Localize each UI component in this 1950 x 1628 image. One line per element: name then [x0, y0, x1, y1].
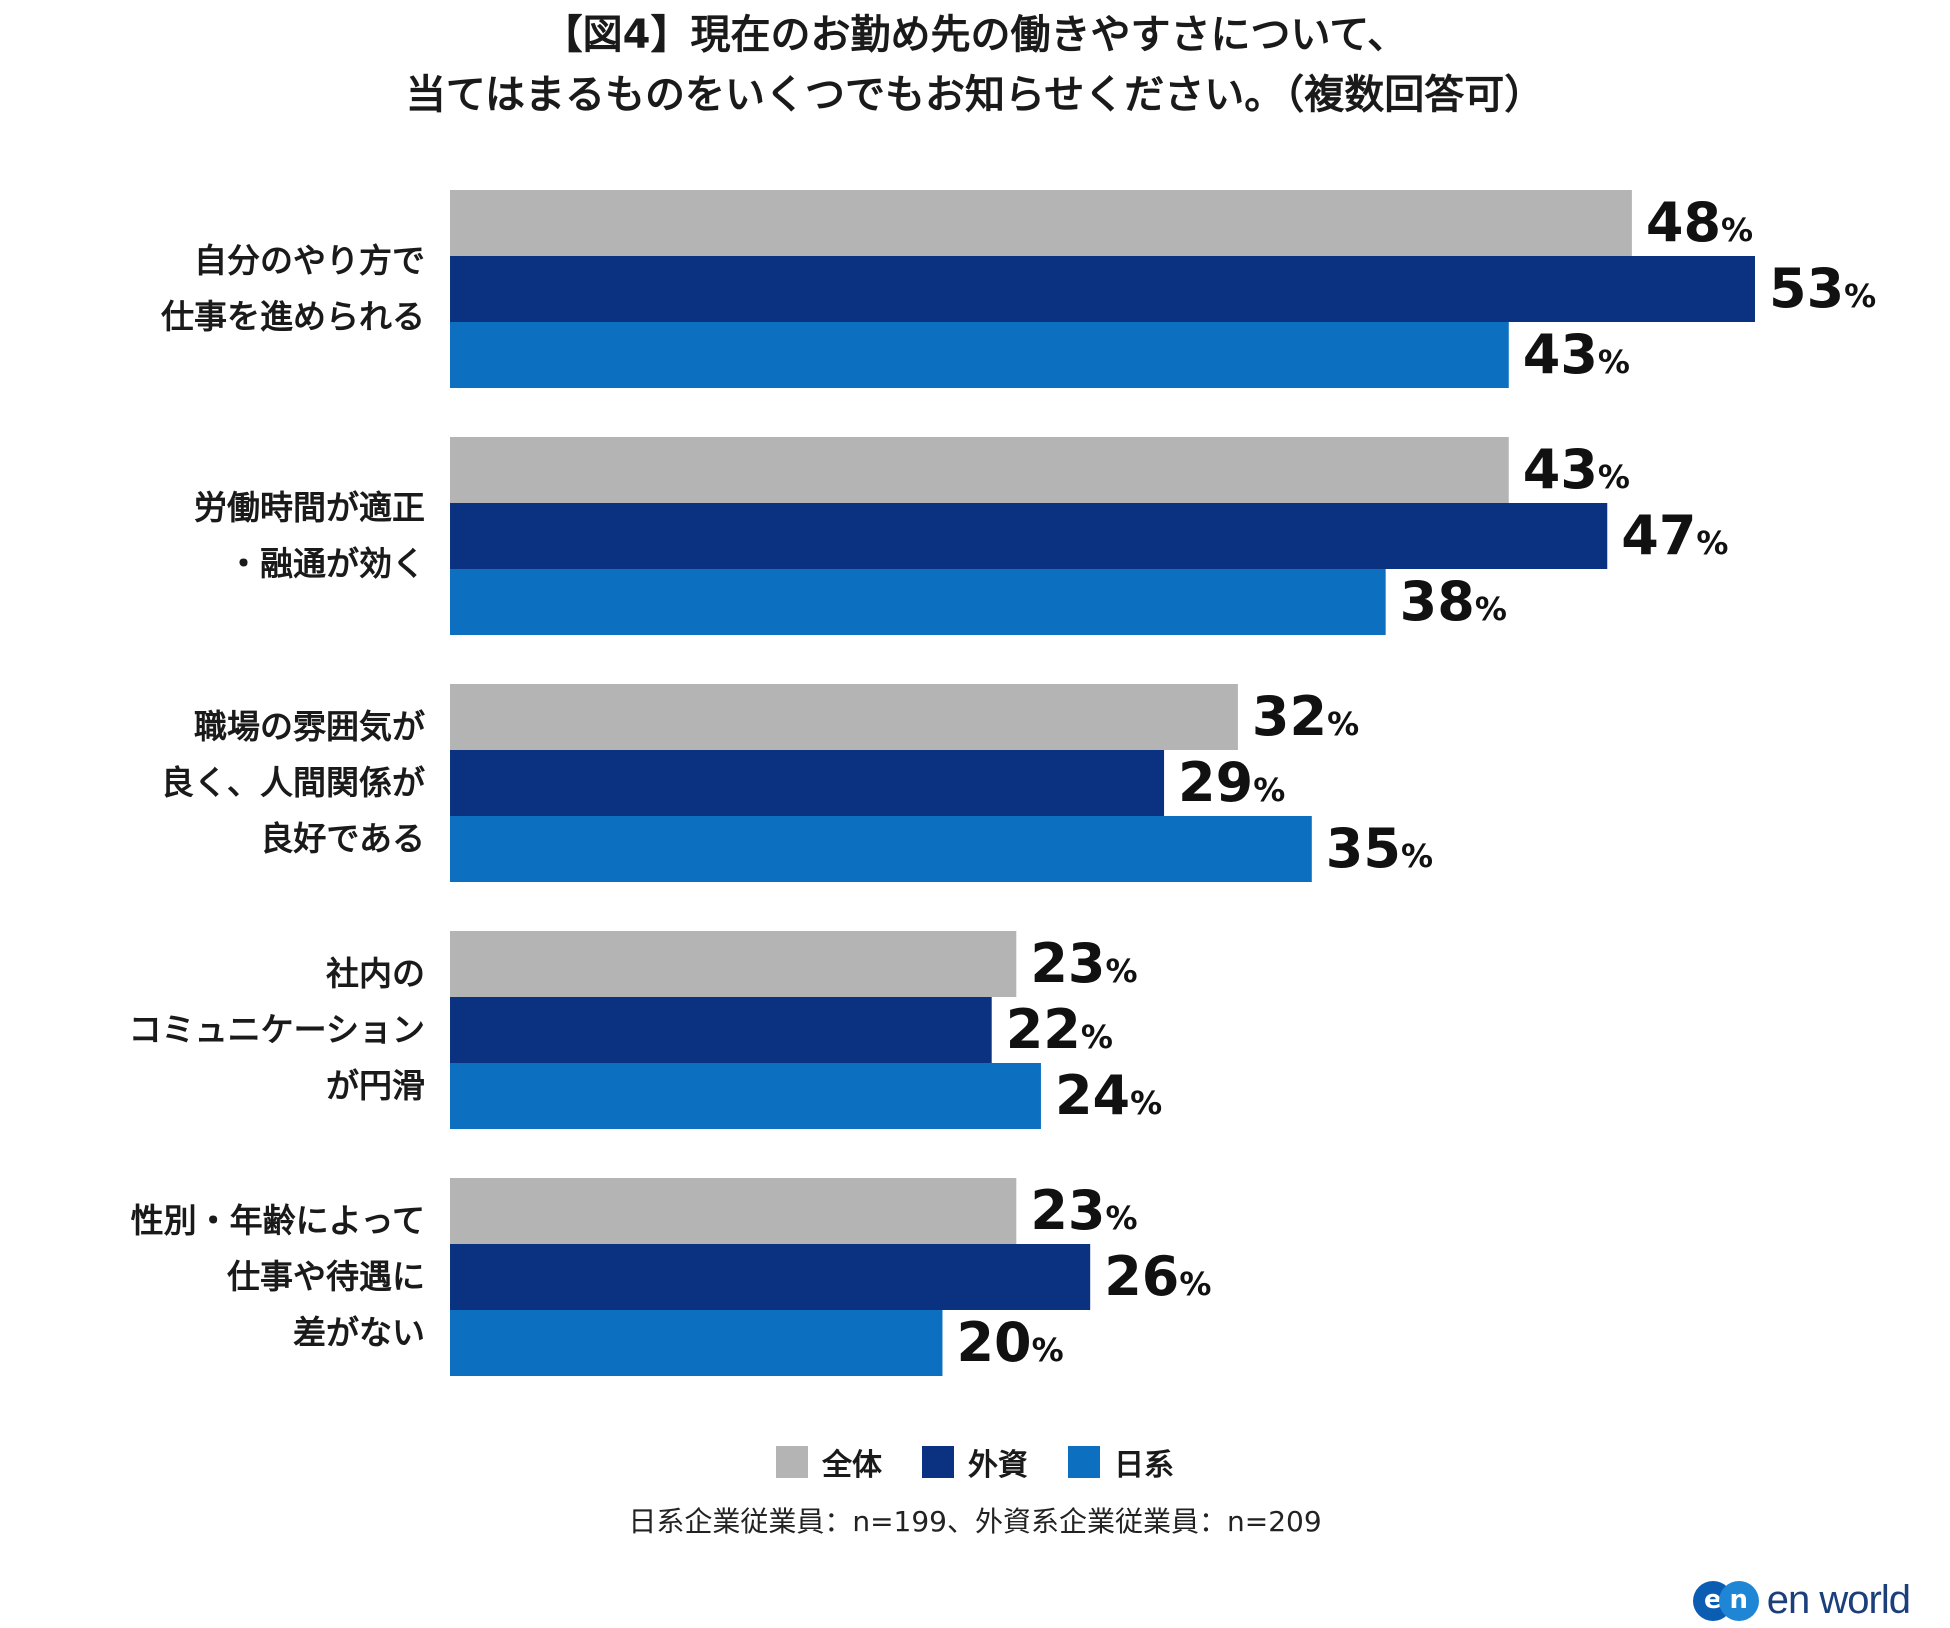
value-number: 38	[1399, 570, 1475, 633]
logo-mark-n: n	[1718, 1580, 1759, 1621]
value-percent-sign: %	[1400, 837, 1433, 875]
value-number: 43	[1522, 323, 1598, 386]
category-label-3-line-1: コミュニケーション	[128, 1010, 425, 1049]
value-percent-sign: %	[1721, 211, 1754, 249]
value-label-overall-2: 32%	[1252, 690, 1359, 744]
value-label-overall-0: 48%	[1646, 196, 1753, 250]
value-number: 48	[1645, 191, 1722, 254]
value-percent-sign: %	[1130, 1084, 1163, 1122]
value-percent-sign: %	[1844, 277, 1877, 315]
category-label-4-line-2: 差がない	[293, 1313, 425, 1352]
value-number: 20	[956, 1311, 1032, 1374]
value-percent-sign: %	[1179, 1265, 1212, 1303]
value-percent-sign: %	[1597, 343, 1630, 381]
value-number: 22	[1005, 998, 1081, 1061]
bar-overall-1	[450, 437, 1509, 503]
value-percent-sign: %	[1474, 590, 1507, 628]
legend-item-japanese: 日系	[1068, 1440, 1174, 1484]
bar-overall-4	[450, 1178, 1017, 1244]
value-number: 53	[1769, 257, 1845, 320]
value-number: 23	[1030, 1179, 1106, 1242]
bar-foreign-0	[450, 256, 1755, 322]
value-percent-sign: %	[1327, 705, 1360, 743]
value-label-foreign-2: 29%	[1178, 756, 1285, 810]
value-label-japanese-1: 38%	[1400, 575, 1507, 629]
value-label-overall-3: 23%	[1030, 937, 1137, 991]
value-number: 32	[1251, 685, 1328, 748]
value-percent-sign: %	[1031, 1331, 1064, 1369]
value-label-foreign-4: 26%	[1104, 1250, 1211, 1304]
bar-japanese-2	[450, 816, 1312, 882]
value-label-japanese-3: 24%	[1055, 1069, 1162, 1123]
value-number: 24	[1054, 1064, 1131, 1127]
bar-japanese-3	[450, 1063, 1041, 1129]
category-label-2-line-0: 職場の雰囲気が	[194, 707, 425, 746]
value-percent-sign: %	[1253, 771, 1286, 809]
value-label-overall-4: 23%	[1030, 1184, 1137, 1238]
value-label-foreign-0: 53%	[1769, 262, 1876, 316]
legend-label-japanese: 日系	[1114, 1448, 1174, 1483]
legend-swatch-japanese	[1068, 1446, 1100, 1478]
chart-title-line-1: 【図4】現在のお勤め先の働きやすさについて、	[542, 12, 1408, 58]
value-label-japanese-4: 20%	[956, 1316, 1063, 1370]
value-number: 47	[1621, 504, 1697, 567]
legend-label-overall: 全体	[822, 1448, 882, 1483]
legend: 全体 外資 日系	[0, 1440, 1950, 1484]
value-number: 29	[1178, 751, 1254, 814]
category-label-4-line-0: 性別・年齢によって	[130, 1201, 425, 1240]
value-label-japanese-2: 35%	[1326, 822, 1433, 876]
legend-label-foreign: 外資	[968, 1448, 1028, 1483]
category-label-0-line-0: 自分のやり方で	[194, 241, 425, 280]
chart-title-line-2: 当てはまるものをいくつでもお知らせください。（複数回答可）	[405, 72, 1545, 118]
legend-swatch-foreign	[922, 1446, 954, 1478]
logo-mark-icon: e n	[1692, 1580, 1759, 1621]
value-percent-sign: %	[1105, 952, 1138, 990]
value-label-japanese-0: 43%	[1523, 328, 1630, 382]
value-number: 43	[1522, 438, 1598, 501]
value-number: 35	[1325, 817, 1401, 880]
legend-item-foreign: 外資	[922, 1440, 1028, 1484]
category-label-1-line-0: 労働時間が適正	[194, 488, 425, 527]
value-percent-sign: %	[1597, 458, 1630, 496]
value-percent-sign: %	[1080, 1018, 1113, 1056]
bar-foreign-4	[450, 1244, 1091, 1310]
legend-item-overall: 全体	[776, 1440, 882, 1484]
bar-japanese-1	[450, 569, 1386, 635]
bar-overall-0	[450, 190, 1632, 256]
category-label-3-line-2: が円滑	[326, 1066, 425, 1105]
category-label-0-line-1: 仕事を進められる	[161, 297, 425, 336]
category-label-2-line-1: 良く、人間関係が	[161, 763, 425, 802]
legend-swatch-overall	[776, 1446, 808, 1478]
bar-overall-2	[450, 684, 1238, 750]
logo-text: en world	[1766, 1578, 1911, 1622]
bar-japanese-4	[450, 1310, 943, 1376]
value-label-overall-1: 43%	[1523, 443, 1630, 497]
value-label-foreign-3: 22%	[1006, 1003, 1113, 1057]
category-label-2-line-2: 良好である	[260, 819, 425, 858]
bar-foreign-3	[450, 997, 992, 1063]
category-label-4-line-1: 仕事や待遇に	[227, 1257, 425, 1296]
value-label-foreign-1: 47%	[1621, 509, 1728, 563]
category-label-3-line-0: 社内の	[326, 954, 425, 993]
bar-foreign-2	[450, 750, 1165, 816]
enworld-logo: e n en world	[1692, 1578, 1911, 1623]
category-label-1-line-1: ・融通が効く	[227, 544, 425, 583]
value-percent-sign: %	[1105, 1199, 1138, 1237]
value-number: 26	[1104, 1245, 1180, 1308]
value-percent-sign: %	[1696, 524, 1729, 562]
bar-japanese-0	[450, 322, 1509, 388]
value-number: 23	[1030, 932, 1106, 995]
sample-size-note: 日系企業従業員：n=199、外資系企業従業員：n=209	[628, 1505, 1322, 1538]
bar-overall-3	[450, 931, 1017, 997]
bar-foreign-1	[450, 503, 1608, 569]
